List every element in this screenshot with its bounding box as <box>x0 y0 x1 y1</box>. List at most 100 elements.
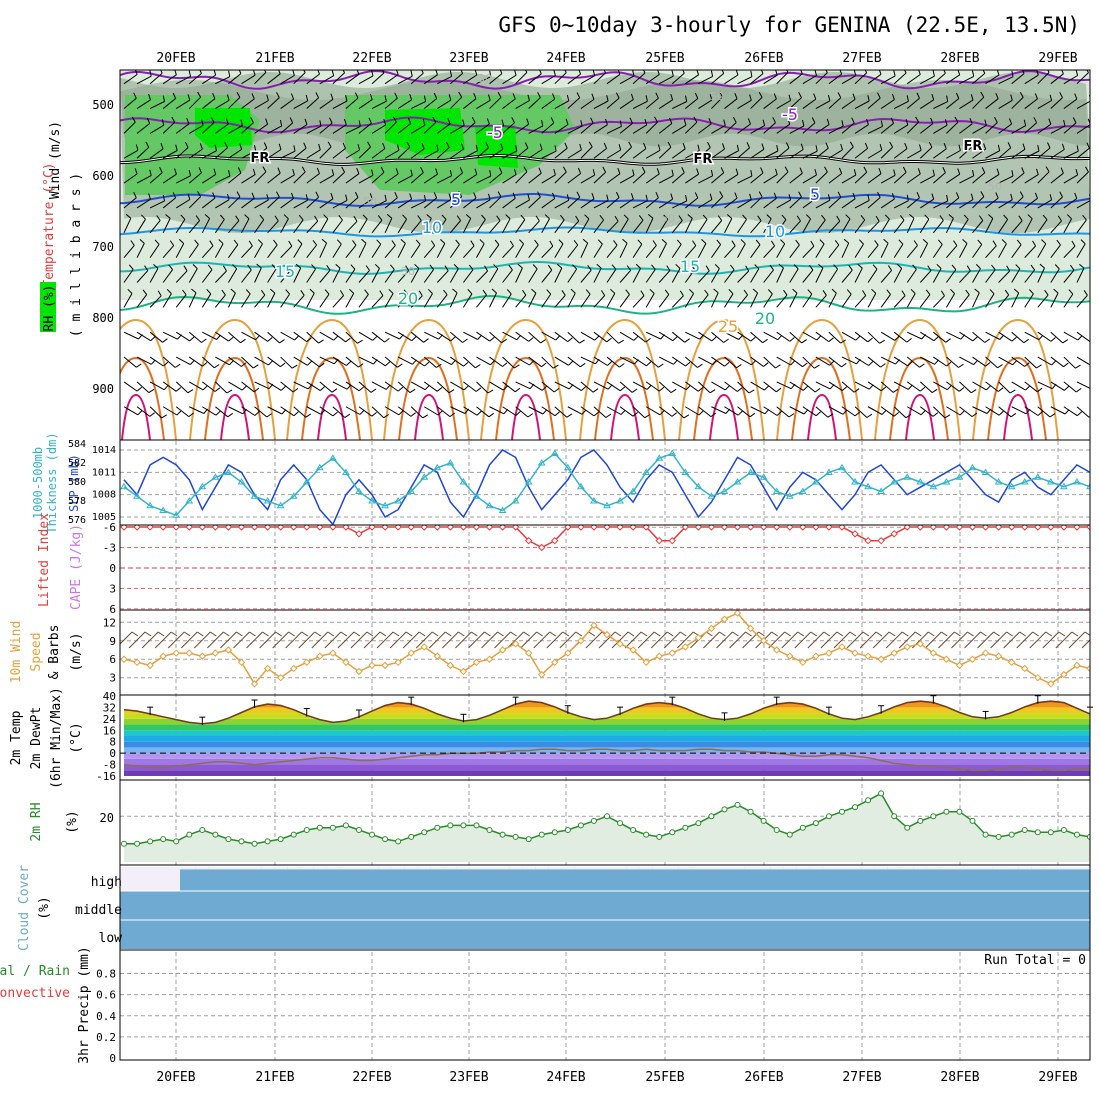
thickness-point <box>772 487 781 494</box>
surface-wind-barb-flag <box>875 631 883 637</box>
surface-wind-barb-flag <box>1058 631 1066 637</box>
wind-barb-flag <box>891 93 895 100</box>
cloud-high-bar <box>678 867 692 870</box>
wind-barb <box>489 356 503 367</box>
wind-barb-flag <box>572 264 577 270</box>
wind-barb-flag <box>214 144 217 151</box>
wind-speed-line <box>123 612 1090 686</box>
wind-barb <box>893 295 906 308</box>
wind-barb-flag <box>710 70 714 77</box>
wind-barb-flag <box>145 141 150 148</box>
precip-tick-label: 0.4 <box>96 1010 116 1023</box>
contour-25-arch <box>874 318 961 440</box>
wind-barb <box>685 173 699 184</box>
wind-barb-flag <box>898 239 904 245</box>
surface-wind-barb <box>990 631 1007 649</box>
wind-barb-flag <box>607 361 613 366</box>
wind-barb <box>776 381 792 390</box>
wind-barb-flag <box>626 265 632 271</box>
wind-barb <box>541 245 554 258</box>
wind-barb-flag <box>354 191 359 198</box>
wind-barb <box>985 406 1000 416</box>
wind-barb <box>214 243 224 258</box>
wind-barb-flag <box>493 264 499 270</box>
precip-axis-labels: Total / Rain Convective 3hr Precip (mm) … <box>0 946 1086 1063</box>
rh2m-point <box>290 831 297 838</box>
wind-barb-flag <box>552 93 556 100</box>
wind-barb <box>188 73 202 85</box>
thickness-point <box>851 478 859 485</box>
wind-barb-flag <box>280 385 286 391</box>
wind-barb <box>254 267 262 283</box>
lifted-index-point <box>185 525 193 531</box>
wind-barb <box>489 172 503 184</box>
wind-barb <box>671 268 681 283</box>
rh2m-point <box>369 831 376 838</box>
wind-barb-flag <box>182 289 187 296</box>
rh2m-point <box>878 790 885 797</box>
cloud-high-bar <box>1083 867 1090 870</box>
surface-wind-barb <box>337 631 355 649</box>
wind-barb <box>188 292 197 308</box>
dewpoint-series <box>123 748 1090 772</box>
wind-barb <box>202 406 217 416</box>
wind-barb <box>280 269 292 283</box>
wind-barb <box>175 219 186 234</box>
wind-barb <box>920 356 935 365</box>
wind-barb-flag <box>254 411 260 416</box>
wind-barb <box>1037 381 1053 390</box>
wind-barb-flag <box>448 193 452 200</box>
wind-barb-flag <box>1083 290 1088 296</box>
wind-barb <box>436 147 450 159</box>
wind-barb <box>188 331 202 343</box>
rh-legend-box <box>40 282 56 332</box>
wind-barb <box>241 331 256 341</box>
wind-barb-flag <box>509 240 514 247</box>
wind-barb <box>528 381 543 391</box>
precip-label-1: Total / Rain <box>0 964 70 979</box>
wind-barb <box>436 294 448 308</box>
wind-barb-flag <box>220 214 225 220</box>
wind-barb-flag <box>588 141 593 148</box>
surface-wind-barb <box>311 631 329 649</box>
wind-barb-flag <box>421 143 425 149</box>
lifted-index-point <box>120 525 128 531</box>
wind-barb-flag <box>566 94 570 101</box>
surface-wind-barb <box>650 631 668 649</box>
wind-barb-flag <box>661 239 667 244</box>
wind-barb-flag <box>1022 143 1026 150</box>
wind-barb <box>815 100 831 109</box>
wind-barb-flag <box>1091 384 1095 389</box>
wind-barb <box>371 124 386 134</box>
wind-barb-flag <box>341 166 346 173</box>
wind-barb <box>175 356 191 366</box>
wind-barb-flag <box>201 119 204 126</box>
cloud-high-bar <box>1044 867 1058 870</box>
wind-barb-flag <box>392 116 397 123</box>
wind-barb-flag <box>257 239 263 245</box>
wind-barb <box>424 150 439 159</box>
wind-barb-flag <box>802 385 809 391</box>
wind-barb-flag <box>970 389 977 394</box>
wind-barb <box>332 72 345 85</box>
wind-barb-flag <box>558 239 564 245</box>
pressure-tick-label: 600 <box>92 169 114 183</box>
wind-barb <box>1011 292 1020 308</box>
wind-barb-flag <box>161 414 168 419</box>
wind-barb <box>489 268 499 283</box>
wind-barb-flag <box>1033 117 1038 123</box>
temperature-band <box>124 718 1090 725</box>
contour-35-arch <box>220 393 250 440</box>
wind-barb-flag <box>815 411 821 417</box>
wind-barb-flag <box>575 215 580 222</box>
thickness-point <box>381 501 389 509</box>
thickness-point <box>968 463 977 471</box>
wind-barb-flag <box>1069 264 1075 271</box>
wind-barb <box>711 196 724 209</box>
rh-bright-patch <box>385 108 465 155</box>
wind-barb-flag <box>877 92 881 99</box>
wind-barb-flag <box>561 290 566 296</box>
wind-barb <box>802 293 813 308</box>
cloud-high-bar <box>417 867 431 870</box>
wind-barb <box>632 148 647 159</box>
